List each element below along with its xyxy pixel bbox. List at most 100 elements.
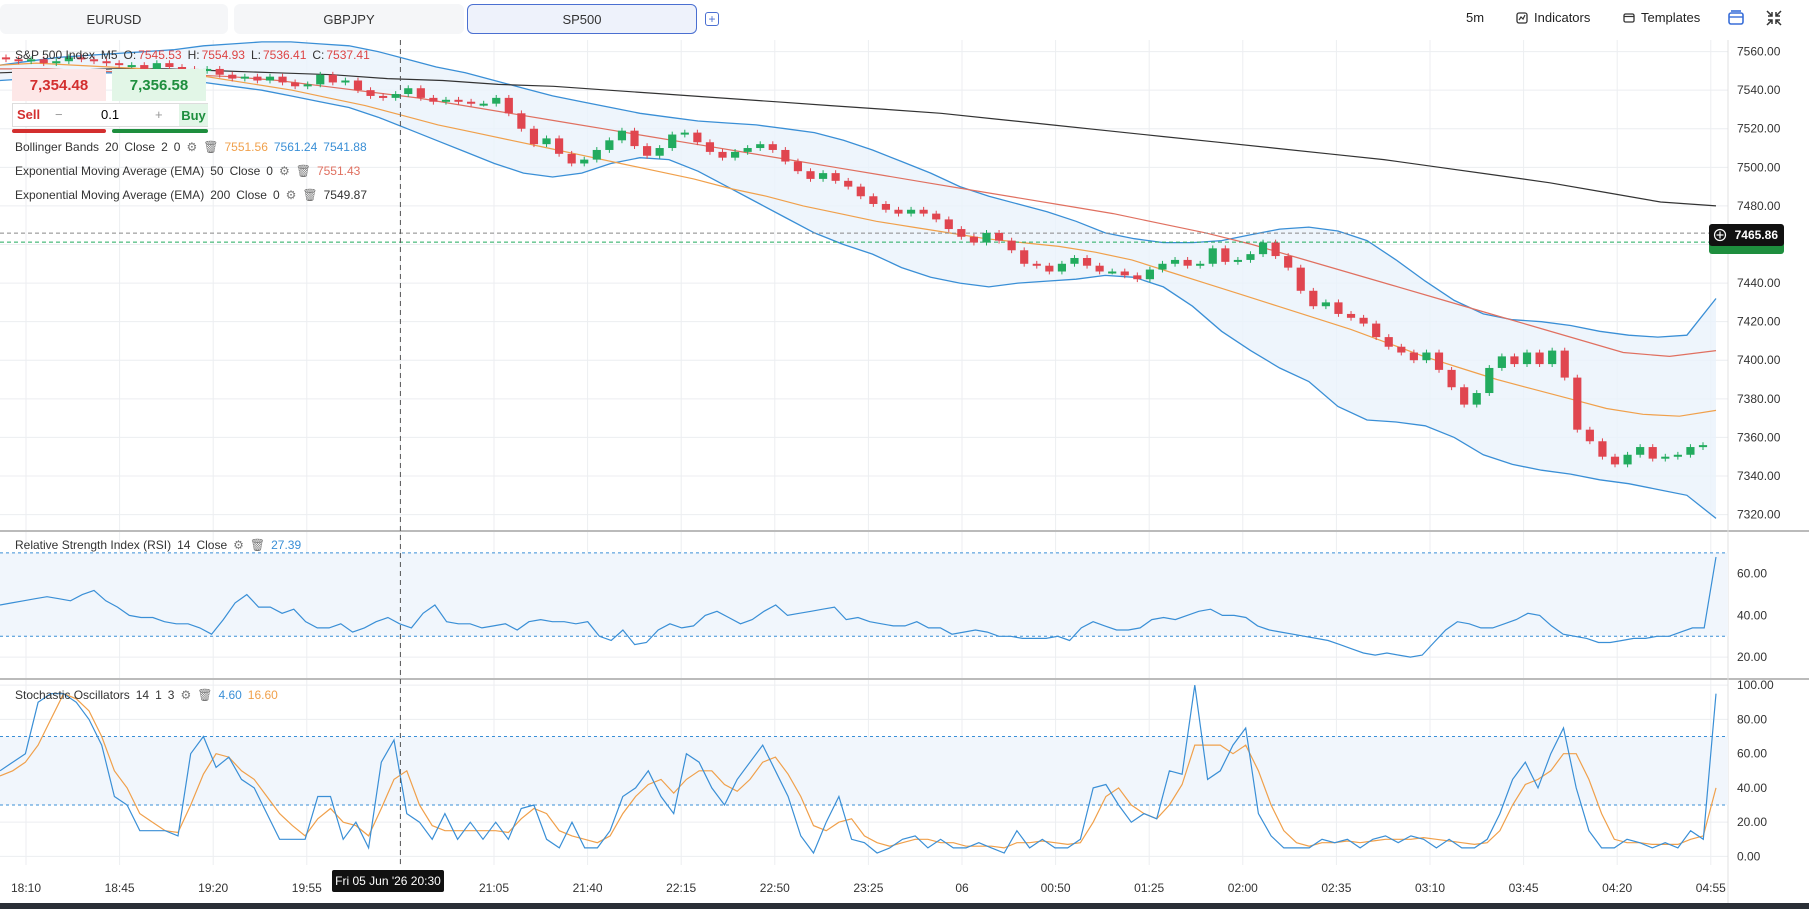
delete-icon[interactable]: 🗑: [197, 688, 213, 702]
candle-body: [1007, 240, 1016, 251]
quantity-stepper: Sell − 0.1 + Buy: [12, 103, 208, 127]
tab-eurusd[interactable]: EURUSD: [0, 4, 228, 34]
candle-body: [1623, 454, 1632, 465]
stoch-param: 3: [167, 688, 175, 702]
candle-body: [718, 151, 727, 158]
candle-body: [429, 97, 438, 102]
candle-body: [391, 94, 400, 98]
candle-body: [1346, 313, 1356, 318]
candle-body: [316, 74, 325, 85]
buy-price-button[interactable]: 7,356.58: [112, 69, 206, 101]
buy-price: 7,356.58: [129, 76, 189, 94]
candle-body: [1108, 271, 1117, 274]
bollinger-legend[interactable]: Bollinger Bands 20 Close 2 0 ⚙ 🗑 7551.56 7561.24…: [15, 140, 373, 154]
bb-param: 0: [173, 140, 181, 154]
collapse-icon: [1766, 10, 1782, 26]
candle-body: [416, 88, 425, 98]
candle-body: [1472, 393, 1481, 405]
templates-button[interactable]: Templates: [1623, 10, 1700, 25]
stoch-legend[interactable]: Stochastic Oscillators 14 1 3 ⚙ 🗑 4.60 16.60: [15, 688, 284, 702]
settings-icon[interactable]: ⚙: [278, 164, 290, 178]
settings-icon[interactable]: ⚙: [180, 688, 192, 702]
candle-body: [379, 95, 388, 98]
increase-button[interactable]: +: [155, 107, 163, 122]
candle-body: [1070, 257, 1079, 264]
delete-icon[interactable]: 🗑: [249, 538, 266, 552]
crosshair-date: Fri 05 Jun '26 20:30: [335, 874, 441, 888]
candle-body: [1309, 290, 1318, 307]
tab-gbpjpy[interactable]: GBPJPY: [234, 4, 464, 34]
candle-body: [1560, 350, 1569, 378]
indicators-button[interactable]: Indicators: [1516, 10, 1590, 25]
rsi-legend[interactable]: Relative Strength Index (RSI) 14 Close ⚙ 🗑 27…: [15, 538, 307, 552]
x-tick-label: 06: [955, 881, 969, 895]
collapse-button[interactable]: [1764, 8, 1784, 28]
candle-body: [705, 142, 715, 152]
candle-body: [555, 138, 564, 154]
candle-body: [479, 103, 488, 106]
layers-button[interactable]: [1726, 8, 1746, 28]
candle-body: [831, 173, 840, 181]
candle-body: [1321, 302, 1330, 307]
buy-button[interactable]: Buy: [179, 104, 208, 126]
decrease-button[interactable]: −: [55, 107, 63, 122]
candle-body: [177, 67, 187, 70]
y-tick-label: 7380.00: [1737, 392, 1781, 406]
ema-param: 0: [272, 188, 280, 202]
delete-icon[interactable]: 🗑: [295, 164, 311, 178]
price-chart[interactable]: 18:10 18:45 19:20 19:55 21:05 21:40 22:15 22:50…: [0, 40, 1809, 909]
ema-name: Exponential Moving Average (EMA): [15, 188, 205, 202]
candle-body: [881, 203, 891, 210]
candle-body: [89, 59, 99, 62]
sell-bar: [12, 129, 106, 133]
ema50-legend[interactable]: Exponential Moving Average (EMA) 50 Close 0…: [15, 164, 366, 178]
delete-icon[interactable]: 🗑: [203, 140, 219, 154]
candle-body: [366, 90, 375, 96]
symbol-timeframe: M5: [100, 48, 118, 62]
candle-body: [492, 97, 501, 104]
bb-param: 2: [161, 140, 168, 154]
low-label: L:: [250, 48, 261, 62]
candle-body: [1296, 267, 1305, 291]
timeframe-button[interactable]: 5m: [1466, 10, 1484, 25]
stoch-band-fill: [0, 736, 1728, 806]
high-label: H:: [187, 48, 200, 62]
crosshair-icon: [1713, 228, 1727, 242]
candle-body: [1359, 317, 1368, 324]
settings-icon[interactable]: ⚙: [186, 140, 198, 154]
candle-body: [1158, 263, 1167, 270]
candle-body: [969, 236, 979, 243]
close-label: C:: [312, 48, 325, 62]
sell-price-button[interactable]: 7,354.48: [12, 69, 106, 101]
indicators-icon: [1516, 11, 1528, 24]
rsi-value: 27.39: [271, 538, 302, 552]
candle-body: [919, 209, 928, 214]
stoch-d-line: [0, 692, 1717, 849]
settings-icon[interactable]: ⚙: [233, 538, 244, 552]
candle-body: [529, 128, 539, 145]
candle-body: [1258, 242, 1268, 255]
candle-body: [894, 209, 903, 214]
delete-icon[interactable]: 🗑: [302, 188, 318, 202]
bollinger-lower-line: [0, 72, 1717, 519]
y-tick-label: 7520.00: [1737, 122, 1781, 136]
add-tab-button[interactable]: +: [705, 12, 719, 26]
candle-body: [1573, 377, 1582, 430]
x-tick-label: 21:05: [479, 881, 509, 895]
candle-body: [592, 149, 601, 160]
x-tick-label: 00:50: [1041, 881, 1071, 895]
ema200-legend[interactable]: Exponential Moving Average (EMA) 200 Close…: [15, 188, 373, 202]
candle-body: [932, 213, 941, 220]
candle-body: [77, 57, 86, 60]
tab-sp500[interactable]: SP500: [467, 4, 697, 34]
tab-label: SP500: [562, 11, 602, 27]
candle-body: [1673, 454, 1682, 457]
rsi-param: Close: [196, 538, 228, 552]
quantity-input[interactable]: 0.1: [101, 107, 120, 122]
candle-body: [793, 161, 803, 172]
settings-icon[interactable]: ⚙: [285, 188, 297, 202]
sell-button[interactable]: Sell: [17, 107, 41, 122]
candle-body: [982, 232, 991, 243]
bb-value: 7551.56: [224, 140, 268, 154]
y-tick-label: 7480.00: [1737, 199, 1781, 213]
